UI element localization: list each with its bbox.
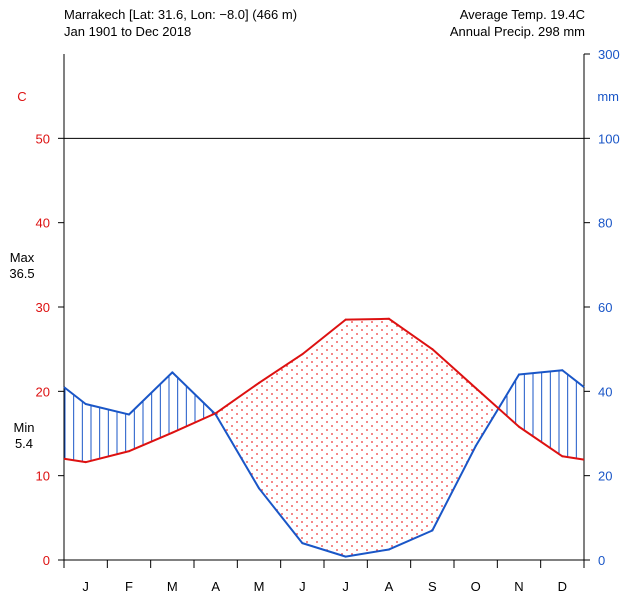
precipitation-point xyxy=(518,373,520,376)
right-tick-label: 60 xyxy=(598,300,612,315)
temperature-point xyxy=(431,348,434,351)
right-tick-label: 0 xyxy=(598,553,605,568)
precipitation-point xyxy=(431,529,434,532)
chart-header-left: Marrakech [Lat: 31.6, Lon: −8.0] (466 m)… xyxy=(64,6,297,40)
precipitation-point xyxy=(84,402,87,405)
precipitation-point xyxy=(474,445,477,448)
max-value: 36.5 xyxy=(9,266,35,281)
dry-season-fill xyxy=(215,318,498,557)
month-label: D xyxy=(558,579,567,594)
precipitation-point xyxy=(214,413,217,416)
precipitation-line xyxy=(63,369,585,558)
period-label: Jan 1901 to Dec 2018 xyxy=(64,24,192,39)
precipitation-point xyxy=(561,369,564,372)
month-label: F xyxy=(125,579,133,594)
month-label: S xyxy=(428,579,437,594)
month-label: J xyxy=(342,579,349,594)
left-tick-label: 0 xyxy=(43,553,50,568)
right-tick-label: 40 xyxy=(598,384,612,399)
temperature-line xyxy=(63,317,585,464)
location-title: Marrakech [Lat: 31.6, Lon: −8.0] (466 m) xyxy=(64,7,298,22)
temperature-point xyxy=(128,450,130,453)
temperature-point xyxy=(301,353,304,356)
right-tick-label: 300 xyxy=(598,47,620,62)
temperature-point xyxy=(474,386,477,389)
max-label: Max xyxy=(9,250,35,265)
right-tick-label: 20 xyxy=(598,469,612,484)
temperature-point xyxy=(388,317,390,320)
right-tick-label: 100 xyxy=(598,131,620,146)
temperature-point xyxy=(344,318,347,321)
left-axis-unit-label: C xyxy=(17,89,26,104)
left-tick-label: 30 xyxy=(36,300,50,315)
month-label: N xyxy=(514,579,523,594)
precipitation-point xyxy=(388,548,390,551)
temperature-point xyxy=(84,461,87,464)
precipitation-point xyxy=(258,487,260,490)
month-label: A xyxy=(385,579,394,594)
min-temp-annotation: Min 5.4 xyxy=(4,420,44,452)
temperature-point xyxy=(518,425,520,428)
precipitation-point xyxy=(344,555,347,558)
temperature-point xyxy=(171,431,174,434)
temperature-point xyxy=(258,381,260,384)
min-value: 5.4 xyxy=(14,436,34,451)
month-label: A xyxy=(211,579,220,594)
precipitation-point xyxy=(301,542,304,545)
max-temp-annotation: Max 36.5 xyxy=(2,250,42,282)
left-tick-label: 10 xyxy=(36,469,50,484)
precipitation-point xyxy=(171,371,174,374)
month-label: J xyxy=(82,579,89,594)
chart-header-right: Average Temp. 19.4C Annual Precip. 298 m… xyxy=(450,6,585,40)
right-tick-label: 80 xyxy=(598,216,612,231)
month-label: J xyxy=(299,579,306,594)
left-tick-label: 50 xyxy=(36,131,50,146)
right-axis-unit-label: mm xyxy=(597,89,619,104)
average-temp-label: Average Temp. 19.4C xyxy=(459,7,585,22)
left-tick-label: 20 xyxy=(36,384,50,399)
annual-precip-label: Annual Precip. 298 mm xyxy=(449,24,585,39)
min-label: Min xyxy=(13,420,35,435)
temperature-point xyxy=(561,455,564,458)
month-label: M xyxy=(167,579,178,594)
precipitation-point xyxy=(128,413,130,416)
left-tick-label: 40 xyxy=(36,216,50,231)
month-label: O xyxy=(471,579,481,594)
month-label: M xyxy=(254,579,265,594)
